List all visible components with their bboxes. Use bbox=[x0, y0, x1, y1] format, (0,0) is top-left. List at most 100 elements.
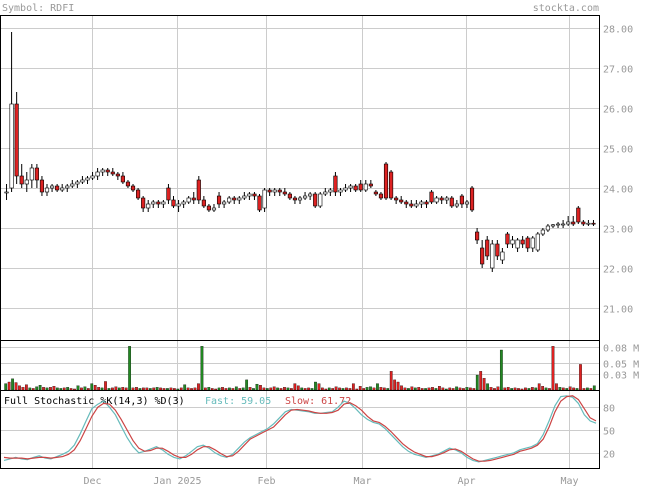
volume-tick-label: 0.05 M bbox=[603, 360, 639, 371]
candle bbox=[227, 196, 232, 204]
candle-body bbox=[591, 222, 596, 225]
volume-bar bbox=[296, 385, 300, 391]
candle-body bbox=[444, 197, 449, 201]
candle-body bbox=[181, 201, 186, 205]
candle-body bbox=[14, 103, 19, 177]
volume-bar bbox=[561, 387, 565, 391]
candle bbox=[130, 184, 136, 192]
candle-body bbox=[343, 187, 348, 191]
volume-bar bbox=[324, 388, 328, 391]
candle-body bbox=[520, 239, 525, 245]
candle-body bbox=[227, 197, 232, 203]
volume-bar bbox=[69, 388, 73, 391]
candle-body bbox=[272, 189, 277, 193]
volume-bar bbox=[76, 385, 80, 391]
volume-bar bbox=[276, 387, 279, 391]
volume-bar bbox=[155, 387, 159, 391]
candle-body bbox=[505, 233, 510, 245]
candle bbox=[434, 196, 439, 204]
candle bbox=[520, 236, 525, 248]
candle bbox=[282, 188, 287, 196]
volume-bar bbox=[290, 388, 293, 391]
volume-bar bbox=[145, 387, 149, 391]
volume-bar bbox=[586, 387, 589, 391]
candle-body bbox=[555, 223, 561, 226]
volume-bar bbox=[248, 387, 252, 391]
candle bbox=[44, 184, 50, 196]
volume-bar bbox=[568, 386, 572, 391]
volume-bar bbox=[231, 388, 235, 391]
volume-bar bbox=[345, 387, 348, 391]
candle bbox=[151, 200, 156, 208]
stochastic-frame bbox=[0, 390, 600, 469]
volume-bar bbox=[121, 387, 125, 391]
volume-bar bbox=[97, 387, 101, 391]
candle bbox=[475, 228, 480, 244]
candle bbox=[389, 170, 394, 200]
volume-bar bbox=[286, 387, 290, 391]
volume-bar bbox=[128, 346, 131, 391]
volume-bar bbox=[355, 388, 359, 391]
volume-bar bbox=[582, 388, 586, 391]
volume-bar bbox=[111, 387, 114, 391]
candle bbox=[505, 232, 510, 248]
candle-body bbox=[211, 207, 217, 211]
x-tick-label: Jan 2025 bbox=[153, 476, 201, 486]
candle bbox=[272, 188, 277, 196]
candle-body bbox=[130, 185, 136, 191]
candle bbox=[449, 196, 454, 208]
stochastic-lines bbox=[3, 395, 597, 463]
volume-bar bbox=[18, 385, 21, 391]
candle-body bbox=[186, 197, 191, 203]
candle-body bbox=[292, 197, 298, 201]
volume-bar bbox=[510, 388, 514, 391]
price-tick-label: 27.00 bbox=[603, 65, 633, 76]
candle-body bbox=[55, 185, 60, 191]
volume-bar bbox=[176, 388, 180, 391]
x-tick-label: Mar bbox=[353, 476, 371, 486]
candle bbox=[459, 194, 464, 208]
candle-body bbox=[110, 171, 115, 175]
candle bbox=[196, 176, 201, 204]
candle-body bbox=[9, 103, 14, 189]
candle bbox=[115, 172, 120, 180]
candle-body bbox=[191, 197, 196, 201]
volume-bar bbox=[300, 387, 304, 391]
candle bbox=[34, 164, 39, 188]
candle-body bbox=[424, 201, 429, 205]
candle-body bbox=[323, 191, 328, 195]
candle bbox=[480, 240, 485, 268]
volume-bar bbox=[417, 387, 421, 391]
volume-bar bbox=[293, 383, 297, 391]
candle bbox=[39, 176, 45, 196]
candle-body bbox=[535, 233, 540, 251]
candle-body bbox=[282, 191, 287, 195]
candle bbox=[363, 180, 368, 192]
candle bbox=[469, 186, 475, 212]
candle bbox=[125, 180, 131, 188]
volume-bar bbox=[62, 387, 66, 391]
volume-bar bbox=[489, 387, 493, 391]
volume-grid bbox=[1, 341, 599, 390]
candle bbox=[4, 184, 9, 200]
volume-bar bbox=[104, 381, 107, 391]
candle-body bbox=[262, 189, 267, 209]
candle-body bbox=[161, 201, 166, 205]
candle-body bbox=[287, 193, 292, 199]
volume-bar bbox=[55, 387, 59, 391]
volume-bar bbox=[334, 386, 338, 391]
candle bbox=[186, 196, 191, 204]
volume-bar bbox=[238, 388, 242, 391]
candle bbox=[313, 192, 318, 208]
candle-body bbox=[363, 183, 368, 191]
candle bbox=[19, 164, 24, 188]
candle bbox=[500, 248, 505, 264]
candle-body bbox=[439, 197, 444, 201]
x-tick-label: Feb bbox=[257, 476, 275, 486]
candle-body bbox=[39, 179, 45, 193]
volume-bar bbox=[7, 381, 11, 391]
volume-bar bbox=[592, 385, 596, 391]
volume-bar bbox=[362, 388, 366, 391]
candle bbox=[429, 190, 434, 204]
